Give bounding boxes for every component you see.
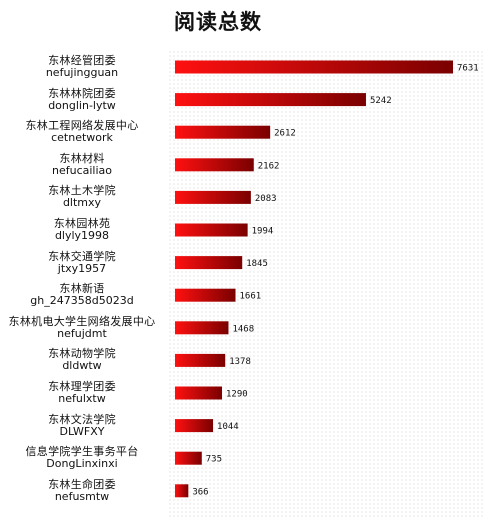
data-label: 2083 [255, 194, 277, 204]
category-id: dldwtw [62, 359, 102, 373]
data-label: 1994 [252, 227, 274, 237]
bar [175, 223, 248, 237]
bar-chart: 7631 5242 2612 2162 2083 1994 1845 1661 1468 1378… [175, 60, 479, 498]
data-label: 1290 [226, 390, 248, 400]
category-name: 东林工程网络发展中心 [25, 119, 139, 133]
category-label: 东林机电大学生网络发展中心 nefujdmt [0, 314, 164, 340]
bar [175, 158, 254, 172]
category-label: 东林动物学院 dldwtw [0, 348, 164, 372]
category-name: 东林土木学院 [48, 184, 116, 198]
category-name: 东林文法学院 [48, 412, 116, 426]
category-id: nefusmtw [54, 489, 110, 503]
category-id: dltmxy [62, 196, 102, 210]
plot-area: 7631 5242 2612 2162 2083 1994 1845 1661 1468 1378… [168, 50, 483, 517]
category-label: 东林生命团委 nefusmtw [0, 477, 164, 503]
category-name: 东林林院团委 [48, 86, 116, 100]
category-name: 东林生命团委 [48, 477, 116, 491]
bar [175, 353, 226, 367]
category-label: 东林新语 gh_247358d5023d [0, 283, 164, 307]
category-id: DLWFXY [59, 424, 105, 438]
data-label: 1468 [232, 324, 254, 334]
data-label: 1044 [217, 422, 239, 432]
bar [175, 321, 229, 335]
category-label: 东林经管团委 nefujingguan [0, 55, 164, 79]
bar [175, 60, 453, 74]
category-label: 东林交通学院 jtxy1957 [0, 249, 164, 275]
chart-title: 阅读总数 [174, 10, 262, 34]
category-label: 东林土木学院 dltmxy [0, 185, 164, 209]
data-label: 2162 [258, 161, 280, 171]
category-id: jtxy1957 [57, 261, 107, 275]
bar [175, 125, 271, 139]
category-name: 东林动物学院 [48, 347, 116, 361]
category-id: gh_247358d5023d [30, 294, 134, 308]
data-label: 735 [206, 455, 222, 465]
bar [175, 190, 251, 204]
bar [175, 386, 222, 400]
data-label: 5242 [370, 96, 392, 106]
bar [175, 451, 202, 465]
bar [175, 93, 366, 107]
category-id: nefujingguan [45, 66, 119, 79]
category-label: 东林理学团委 nefulxtw [0, 381, 164, 405]
category-label: 东林文法学院 DLWFXY [0, 412, 164, 438]
category-id: donglin-lytw [48, 98, 116, 112]
category-id: nefujdmt [57, 326, 107, 340]
category-name: 东林理学团委 [48, 380, 116, 393]
data-label: 2612 [274, 129, 296, 139]
category-label: 东林工程网络发展中心 cetnetwork [0, 120, 164, 144]
category-name: 东林经管团委 [48, 54, 116, 67]
category-name: 东林机电大学生网络发展中心 [8, 314, 156, 328]
category-label: 东林材料 nefucailiao [0, 151, 164, 177]
category-id: DongLinxinxi [46, 457, 118, 471]
category-name: 信息学院学生事务平台 [25, 445, 139, 459]
bar [175, 256, 243, 270]
category-name: 东林新语 [59, 282, 105, 296]
data-label: 1378 [229, 357, 251, 367]
category-name: 东林材料 [59, 151, 105, 165]
category-label: 东林园林苑 dlyly1998 [0, 218, 164, 242]
category-id: dlyly1998 [54, 229, 110, 242]
category-name: 东林交通学院 [48, 249, 116, 263]
bar [175, 419, 214, 433]
category-label: 信息学院学生事务平台 DongLinxinxi [0, 446, 164, 470]
bar [175, 484, 189, 498]
category-id: nefucailiao [51, 163, 112, 177]
category-id: nefulxtw [58, 392, 106, 405]
data-label: 7631 [457, 64, 479, 74]
category-id: cetnetwork [51, 131, 113, 145]
category-label: 东林林院团委 donglin-lytw [0, 86, 164, 112]
category-name: 东林园林苑 [53, 217, 111, 230]
bar [175, 288, 236, 302]
data-label: 366 [192, 487, 208, 497]
data-label: 1845 [246, 259, 268, 269]
data-label: 1661 [240, 292, 262, 302]
